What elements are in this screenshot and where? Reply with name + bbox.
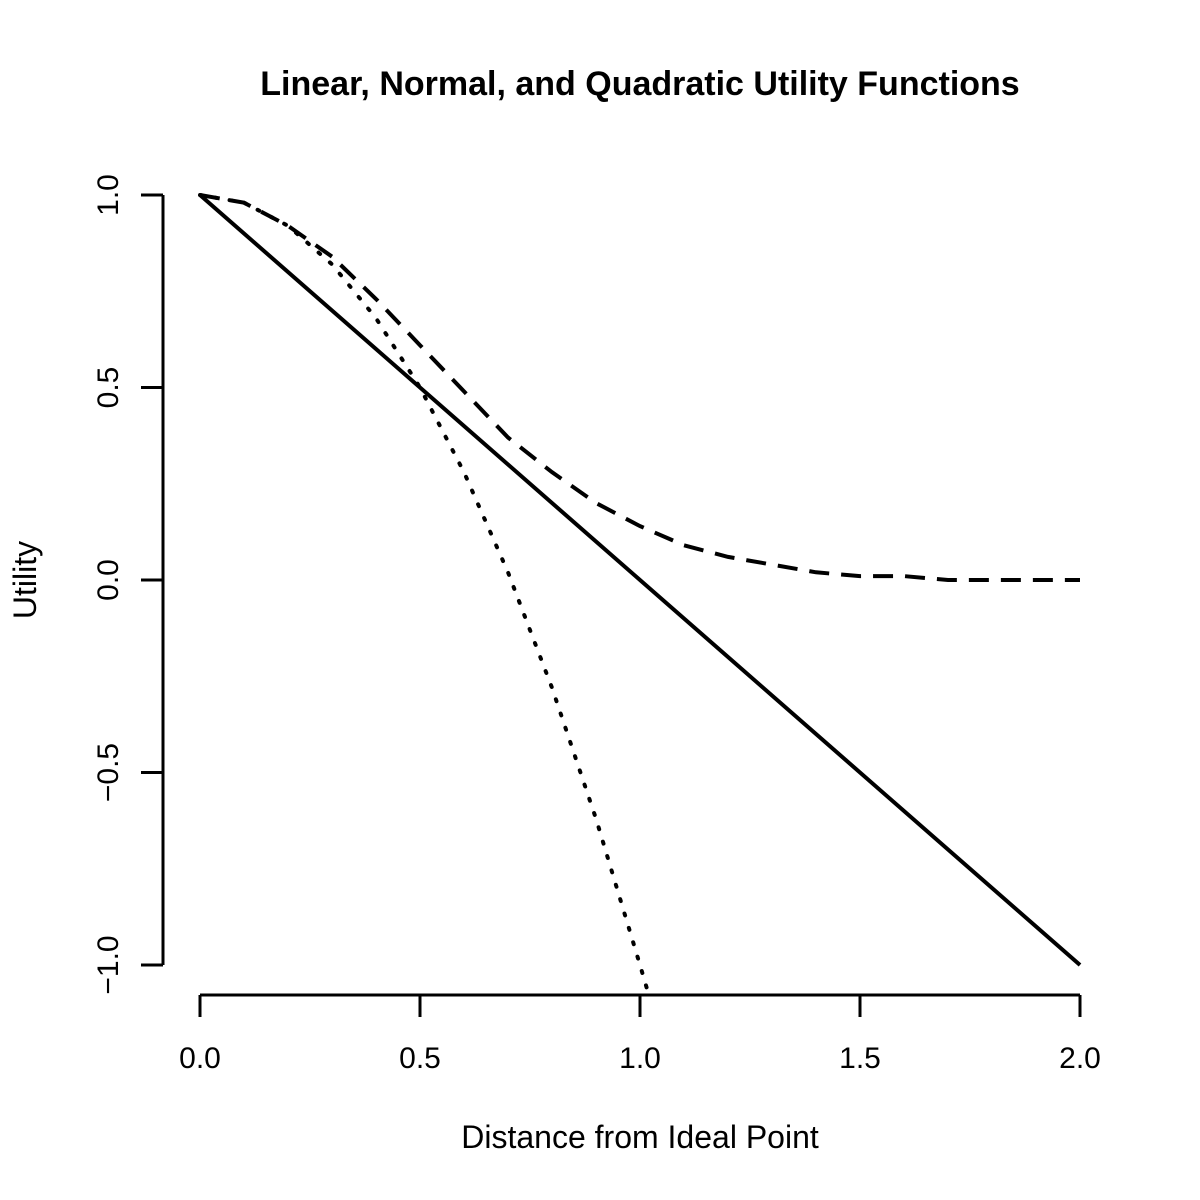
x-tick-label: 2.0 — [1059, 1042, 1101, 1075]
x-axis-label: Distance from Ideal Point — [461, 1119, 819, 1155]
series-line-dashed — [199, 193, 1080, 582]
y-tick-label: 0.0 — [92, 559, 125, 601]
x-ticks: 0.0 0.5 1.0 1.5 2.0 — [179, 995, 1101, 1075]
y-tick-label: 1.0 — [92, 174, 125, 216]
plot-area — [198, 193, 1082, 997]
x-tick-label: 1.5 — [839, 1042, 881, 1075]
series-line-dotted — [198, 193, 651, 997]
y-ticks: −1.0 −0.5 0.0 0.5 1.0 — [92, 174, 163, 995]
x-tick-label: 1.0 — [619, 1042, 661, 1075]
chart-title: Linear, Normal, and Quadratic Utility Fu… — [260, 65, 1019, 103]
y-axis-label: Utility — [7, 541, 43, 619]
x-tick-label: 0.0 — [179, 1042, 221, 1075]
y-tick-label: 0.5 — [92, 367, 125, 409]
y-tick-label: −0.5 — [92, 743, 125, 802]
series-line-solid — [198, 193, 1082, 967]
y-tick-label: −1.0 — [92, 935, 125, 994]
x-tick-label: 0.5 — [399, 1042, 441, 1075]
